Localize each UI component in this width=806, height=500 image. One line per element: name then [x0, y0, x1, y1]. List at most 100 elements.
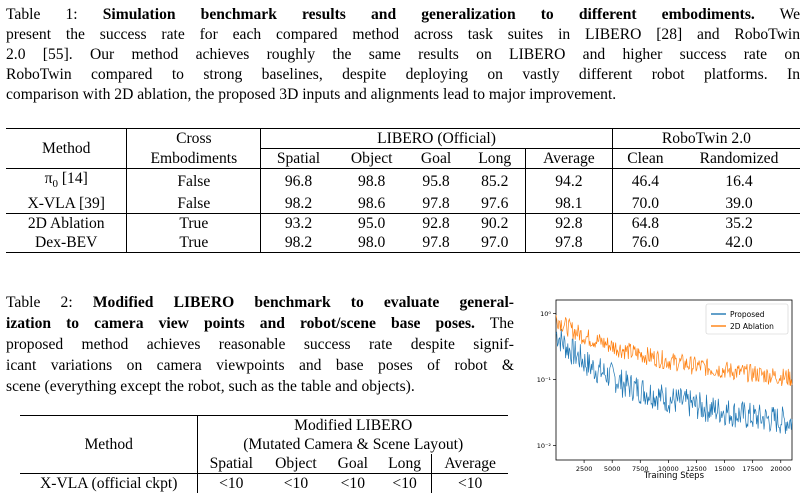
x-tick-label: 2500: [576, 465, 593, 473]
t1-cell: 98.1: [524, 194, 613, 214]
t1-cell: 98.2: [260, 233, 336, 253]
table-row: X-VLA [39] False 98.2 98.6 97.8 97.6 98.1 70.0 3…: [6, 194, 800, 214]
x-tick-label: 20000: [770, 465, 791, 473]
method-name: 2D Ablation: [27, 215, 105, 233]
caption-line: present the success rate for each compar…: [6, 25, 800, 45]
x-tick-label: 12500: [686, 465, 707, 473]
t2-cell: <10: [197, 473, 265, 493]
t1-cell: 42.0: [725, 234, 753, 252]
chart-axes: 2500 5000 7500 10000 12500 15000 17500 20000 10⁰…: [537, 310, 791, 473]
caption-text: We: [754, 6, 801, 23]
t2-col-header: Object: [275, 455, 317, 472]
t1-cell: 46.4: [611, 168, 678, 195]
t1-method-cell: 2D Ablation: [6, 214, 127, 234]
t1-libero-header: LIBERO (Official): [260, 128, 613, 149]
x-tick-label: 5000: [604, 465, 621, 473]
t2-col-header: Long: [388, 455, 422, 472]
method-name: π: [44, 170, 53, 187]
t1-method-header: Method: [41, 140, 91, 157]
caption-text: 2.0 [55]. Our method achieves roughly th…: [6, 46, 800, 63]
caption-line: ization to camera view points and robot/…: [6, 313, 514, 334]
t1-cell: 16.4: [725, 173, 753, 191]
caption-text: proposed method achieves reasonable succ…: [6, 336, 514, 353]
t1-cell: 93.2: [260, 213, 336, 234]
t1-cell: 92.8: [422, 215, 450, 233]
t1-cell: 94.2: [524, 168, 613, 195]
t1-col-header: Clean: [611, 148, 678, 169]
table2: Method Modified LIBERO (Mutated Camera &…: [20, 415, 508, 493]
method-citation: [14]: [57, 170, 88, 187]
caption-line: scene (everything except the robot, such…: [6, 376, 514, 397]
t1-cell: 98.0: [358, 234, 386, 252]
t1-cell: 39.0: [725, 195, 753, 213]
t1-col-header: Long: [478, 150, 512, 167]
y-tick-label: 10⁰: [540, 310, 551, 318]
t1-cell: 70.0: [611, 194, 678, 214]
t1-cell: True: [126, 213, 261, 234]
t1-cell: 96.8: [260, 168, 336, 195]
t1-cell: 97.8: [422, 195, 450, 213]
t1-col-header: Randomized: [699, 150, 779, 167]
x-tick-label: 15000: [714, 465, 735, 473]
t2-col-header: Goal: [337, 455, 368, 472]
t2-group-header-bottom: (Mutated Camera & Scene Layout): [197, 435, 508, 454]
t1-cell: 92.8: [524, 213, 613, 234]
t1-cross-header-top: Cross: [126, 128, 261, 149]
t2-col-header: Spatial: [197, 454, 265, 474]
t1-robotwin-header: RoboTwin 2.0: [611, 128, 800, 149]
y-tick-label: 10⁻²: [537, 442, 552, 450]
table2-caption: Table 2: Modified LIBERO benchmark to ev…: [6, 292, 514, 397]
training-loss-chart: 2500 5000 7500 10000 12500 15000 17500 20000 10⁰…: [537, 299, 793, 481]
x-tick-label: 10000: [658, 465, 679, 473]
caption-line: 2.0 [55]. Our method achieves roughly th…: [6, 45, 800, 65]
t1-cell: False: [126, 194, 261, 214]
t1-cell: 95.0: [358, 215, 386, 233]
t1-col-header: Goal: [420, 150, 452, 167]
t2-cell: <10: [392, 475, 417, 492]
series-line-proposed: [555, 328, 793, 434]
t1-cell: False: [126, 168, 261, 195]
t1-col-header: Spatial: [260, 148, 336, 169]
t1-cell: 95.8: [422, 173, 450, 191]
t2-cell: <10: [340, 475, 366, 492]
t1-method-cell: π0 [14]: [6, 169, 127, 195]
table-row: π0 [14] False 96.8 98.8 95.8 85.2 94.2 46.4 16.4: [6, 168, 800, 195]
legend-label: Proposed: [730, 310, 765, 319]
t1-cell: 76.0: [611, 233, 678, 253]
t1-cell: 97.0: [481, 234, 509, 252]
table-row: 2D Ablation True 93.2 95.0 92.8 90.2 92.8 64.8 3…: [6, 213, 800, 234]
t1-cell: 97.8: [422, 234, 450, 252]
t2-method-cell: X-VLA (official ckpt): [39, 475, 178, 492]
caption-line: RoboTwin compared to strong baselines, d…: [6, 65, 800, 85]
t1-method-cell: Dex-BEV: [6, 233, 127, 253]
chart-x-axis-label: Training Steps: [643, 471, 705, 481]
t1-cell: 64.8: [611, 213, 678, 234]
y-tick-label: 10⁻¹: [537, 376, 552, 384]
table1: Method Cross LIBERO (Official) RoboTwin …: [6, 128, 800, 253]
method-name: Dex-BEV: [35, 234, 98, 252]
caption-line: Table 2: Modified LIBERO benchmark to ev…: [6, 292, 514, 313]
t2-cell: <10: [431, 473, 508, 493]
table-row: X-VLA (official ckpt) <10 <10 <10 <10 <10: [20, 473, 508, 493]
t1-cell: 90.2: [481, 215, 509, 233]
caption-label: Table 1:: [6, 6, 103, 23]
t2-method-header: Method: [84, 436, 133, 453]
caption-text: scene (everything except the robot, such…: [6, 378, 415, 395]
t2-group-header-top: Modified LIBERO: [197, 415, 508, 435]
t1-col-header: Object: [350, 150, 393, 167]
caption-text: The: [474, 315, 514, 332]
t1-cell: 98.6: [358, 195, 386, 213]
method-citation: [39]: [75, 195, 105, 213]
t2-cell: <10: [283, 475, 309, 492]
table-row: Dex-BEV True 98.2 98.0 97.8 97.0 97.8 76.0 42.0: [6, 233, 800, 253]
t1-col-header: Average: [524, 148, 613, 169]
t1-method-cell: X-VLA [39]: [6, 194, 127, 214]
t1-cell: True: [126, 233, 261, 253]
method-subscript: 0: [52, 178, 58, 191]
legend-box: [705, 303, 789, 335]
t1-cell: 85.2: [481, 173, 509, 191]
method-name: X-VLA: [27, 195, 76, 213]
caption-text: RoboTwin compared to strong baselines, d…: [6, 66, 800, 83]
t1-cell: 97.8: [524, 233, 613, 253]
t1-cell: 98.2: [260, 194, 336, 214]
